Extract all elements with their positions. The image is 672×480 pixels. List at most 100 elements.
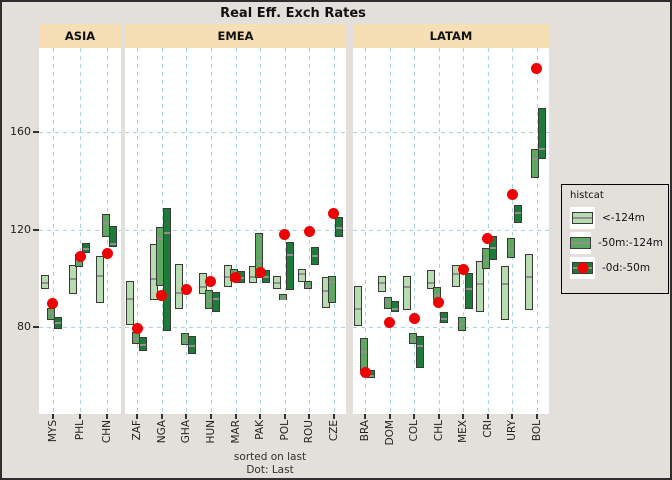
range-box-mex-d0to50	[464, 273, 473, 309]
legend-swatch-midline-icon	[571, 241, 590, 244]
mid-line-phl-lt124	[69, 278, 76, 281]
mid-line-mex-d0to50	[465, 288, 472, 290]
legend-title: histcat	[570, 190, 604, 201]
y-gridline-80	[353, 327, 549, 328]
mid-line-pak-d0to50	[262, 275, 269, 278]
mid-line-cze-lt124	[323, 290, 330, 293]
caption-dot-last: Dot: Last	[246, 464, 294, 476]
mid-line-chl-m50to124	[434, 294, 441, 297]
x-gridline-pak	[260, 48, 262, 414]
mid-line-bol-d0to50	[539, 147, 546, 150]
last-value-dot-mar	[230, 271, 241, 283]
mid-line-pol-d0to50	[287, 253, 294, 256]
facet-strip-emea: EMEA	[125, 24, 346, 48]
x-gridline-ury	[512, 48, 514, 414]
range-box-rou-m50to124	[303, 280, 312, 290]
range-box-dom-lt124	[378, 275, 387, 292]
mid-line-cri-lt124	[477, 283, 484, 286]
range-box-gha-d0to50	[187, 335, 196, 354]
x-tick-rou	[308, 414, 311, 419]
range-box-cri-d0to50	[489, 235, 498, 260]
caption-sorted-on-last: sorted on last	[233, 451, 307, 463]
mid-line-dom-m50to124	[385, 301, 392, 304]
mid-line-gha-m50to124	[181, 339, 188, 342]
range-box-cze-m50to124	[328, 275, 337, 303]
mid-line-chn-lt124	[96, 274, 103, 277]
last-value-dot-pak	[254, 266, 266, 278]
legend-label: -0d:-50m	[602, 261, 651, 274]
x-tick-dom	[388, 414, 391, 419]
mid-line-bra-d0to50	[367, 374, 374, 377]
mid-line-nga-lt124	[151, 278, 158, 281]
legend-swatch-light-green-icon	[572, 211, 593, 224]
x-tick-pol	[283, 414, 286, 419]
last-value-dot-phl	[74, 250, 86, 262]
x-tick-mex	[462, 414, 465, 419]
x-axis-label-chn: CHN	[101, 420, 114, 444]
mid-line-cze-m50to124	[329, 280, 336, 283]
y-axis-label-160: 160	[10, 125, 31, 138]
last-value-dot-nga	[156, 289, 168, 301]
range-box-bol-lt124	[525, 253, 534, 310]
mid-line-chn-m50to124	[102, 222, 109, 225]
legend-item-lt124m: <-124m	[570, 205, 660, 230]
x-tick-mys	[51, 414, 54, 419]
last-value-dot-chn	[101, 248, 113, 260]
range-box-bol-d0to50	[538, 107, 547, 159]
x-tick-gha	[185, 414, 188, 419]
mid-line-col-d0to50	[416, 345, 423, 348]
mid-line-hun-lt124	[200, 285, 207, 288]
chart-caption: sorted on last Dot: Last	[120, 451, 420, 477]
x-gridline-zaf	[137, 48, 139, 414]
x-tick-cri	[486, 414, 489, 419]
mid-line-cri-d0to50	[490, 246, 497, 249]
x-gridline-hun	[210, 48, 212, 414]
range-box-rou-lt124	[297, 268, 306, 282]
y-axis-label-120: 120	[10, 222, 31, 236]
legend-swatch-dark-green-icon	[572, 261, 593, 274]
y-tick-80	[33, 326, 39, 328]
last-value-dot-hun	[205, 276, 217, 288]
x-gridline-bra	[365, 48, 367, 414]
range-box-col-d0to50	[415, 335, 424, 369]
mid-line-mys-lt124	[42, 281, 49, 284]
x-axis-label-mex: MEX	[457, 420, 470, 443]
x-axis-label-cri: CRI	[481, 420, 494, 438]
mid-line-ury-d0to50	[514, 212, 521, 215]
last-value-dot-mex	[457, 264, 469, 276]
mid-line-cze-d0to50	[336, 227, 343, 230]
range-box-pak-m50to124	[254, 233, 263, 279]
x-tick-hun	[209, 414, 212, 419]
range-box-pol-lt124	[273, 275, 282, 290]
mid-line-pol-m50to124	[280, 297, 287, 300]
mid-line-rou-d0to50	[311, 255, 318, 258]
last-value-dot-zaf	[131, 322, 143, 334]
x-gridline-mex	[463, 48, 465, 414]
mid-line-ury-lt124	[501, 283, 508, 286]
x-gridline-cri	[487, 48, 489, 414]
range-box-mys-d0to50	[54, 317, 63, 330]
x-axis-label-mys: MYS	[46, 420, 59, 443]
range-box-chl-d0to50	[440, 312, 449, 324]
facet-strip-latam: LATAM	[353, 24, 549, 48]
legend-red-dot-icon	[577, 262, 588, 273]
x-gridline-gha	[186, 48, 188, 414]
mid-line-bol-lt124	[526, 275, 533, 278]
facet-strip-asia: ASIA	[39, 24, 121, 48]
x-axis-label-phl: PHL	[74, 420, 86, 441]
x-axis-label-chl: CHL	[432, 420, 445, 442]
legend-key	[570, 231, 591, 254]
mid-line-pak-lt124	[249, 275, 256, 278]
range-box-mex-m50to124	[457, 317, 466, 331]
range-box-cze-d0to50	[335, 217, 344, 237]
mid-line-chl-d0to50	[441, 318, 448, 321]
y-tick-160	[33, 131, 39, 133]
x-tick-pak	[259, 414, 262, 419]
x-gridline-chl	[438, 48, 440, 414]
range-box-pol-m50to124	[279, 294, 288, 301]
last-value-dot-cri	[482, 232, 494, 244]
x-tick-chn	[106, 414, 109, 419]
mid-line-bol-m50to124	[532, 157, 539, 160]
